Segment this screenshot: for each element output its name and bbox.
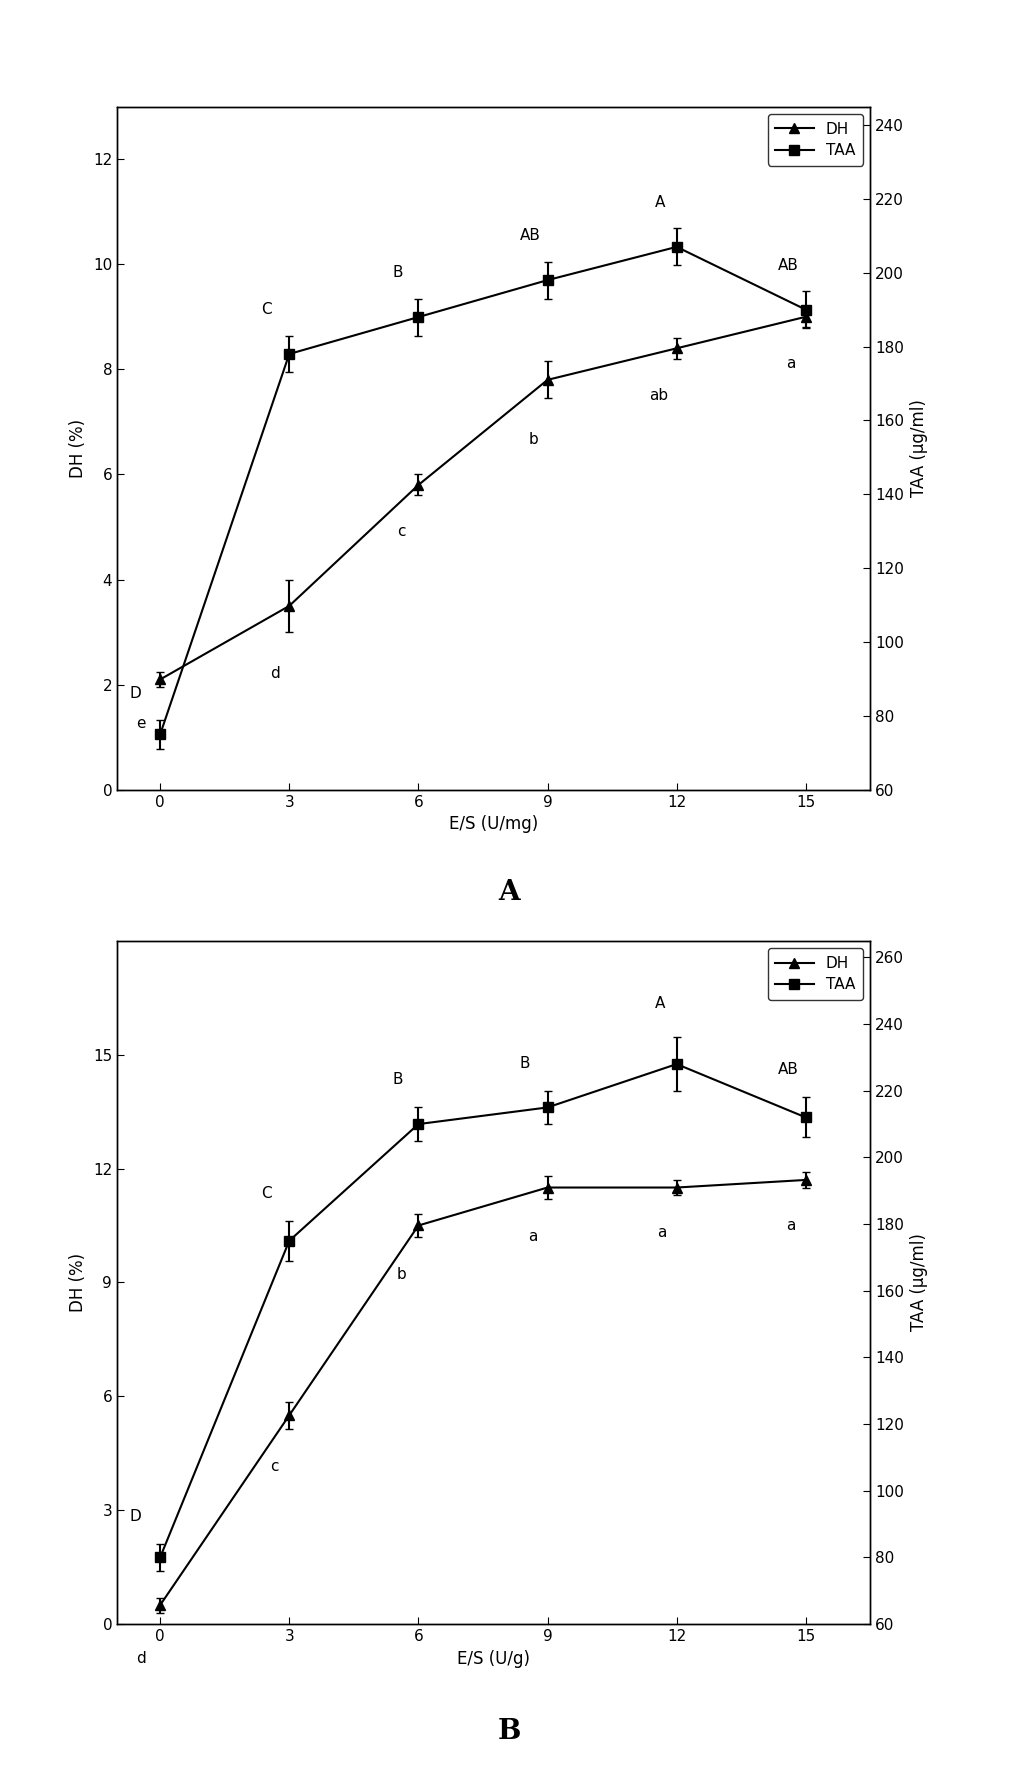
TAA bbox=[671, 236, 683, 257]
Y-axis label: TAA (μg/ml): TAA (μg/ml) bbox=[910, 1234, 927, 1331]
Text: D: D bbox=[130, 1509, 142, 1525]
Y-axis label: DH (%): DH (%) bbox=[69, 419, 88, 477]
Text: A: A bbox=[656, 996, 666, 1010]
DH bbox=[154, 669, 166, 690]
Line: DH: DH bbox=[156, 1175, 810, 1610]
DH bbox=[412, 1214, 425, 1235]
Legend: DH, TAA: DH, TAA bbox=[768, 114, 862, 165]
TAA bbox=[412, 1113, 425, 1134]
X-axis label: E/S (U/mg): E/S (U/mg) bbox=[449, 815, 539, 832]
TAA bbox=[671, 1053, 683, 1074]
Text: b: b bbox=[397, 1267, 406, 1282]
Y-axis label: DH (%): DH (%) bbox=[69, 1253, 88, 1312]
TAA bbox=[800, 298, 812, 320]
Text: d: d bbox=[136, 1651, 147, 1665]
DH bbox=[800, 305, 812, 327]
DH bbox=[542, 369, 554, 390]
Line: TAA: TAA bbox=[156, 241, 810, 740]
TAA bbox=[542, 270, 554, 291]
DH bbox=[283, 1404, 295, 1425]
TAA bbox=[412, 307, 425, 328]
Text: B: B bbox=[519, 1056, 530, 1070]
Text: C: C bbox=[262, 1186, 272, 1200]
Text: A: A bbox=[498, 879, 520, 905]
DH bbox=[283, 595, 295, 616]
Text: A: A bbox=[656, 195, 666, 209]
DH bbox=[671, 337, 683, 359]
DH bbox=[154, 1594, 166, 1615]
Text: ab: ab bbox=[648, 387, 668, 403]
Text: a: a bbox=[658, 1225, 667, 1241]
DH bbox=[542, 1177, 554, 1198]
Text: AB: AB bbox=[519, 229, 541, 243]
Text: c: c bbox=[270, 1459, 278, 1473]
Text: d: d bbox=[270, 666, 280, 682]
Text: a: a bbox=[787, 1218, 796, 1234]
TAA bbox=[154, 1546, 166, 1567]
Text: C: C bbox=[262, 302, 272, 318]
Text: c: c bbox=[397, 524, 405, 540]
Line: TAA: TAA bbox=[156, 1060, 810, 1562]
Text: e: e bbox=[136, 717, 146, 731]
TAA bbox=[283, 343, 295, 364]
TAA bbox=[542, 1097, 554, 1118]
Text: a: a bbox=[787, 357, 796, 371]
Line: DH: DH bbox=[156, 312, 810, 685]
Text: b: b bbox=[528, 433, 538, 447]
TAA bbox=[154, 724, 166, 746]
Text: B: B bbox=[393, 1072, 403, 1088]
X-axis label: E/S (U/g): E/S (U/g) bbox=[457, 1649, 530, 1667]
Text: AB: AB bbox=[778, 1063, 799, 1077]
TAA bbox=[800, 1108, 812, 1129]
DH bbox=[412, 474, 425, 495]
Y-axis label: TAA (μg/ml): TAA (μg/ml) bbox=[910, 399, 927, 497]
DH bbox=[800, 1170, 812, 1191]
Text: AB: AB bbox=[778, 257, 799, 273]
DH bbox=[671, 1177, 683, 1198]
Legend: DH, TAA: DH, TAA bbox=[768, 948, 862, 999]
TAA bbox=[283, 1230, 295, 1251]
Text: D: D bbox=[130, 687, 142, 701]
Text: a: a bbox=[528, 1230, 538, 1244]
Text: B: B bbox=[498, 1718, 520, 1745]
Text: B: B bbox=[393, 264, 403, 280]
